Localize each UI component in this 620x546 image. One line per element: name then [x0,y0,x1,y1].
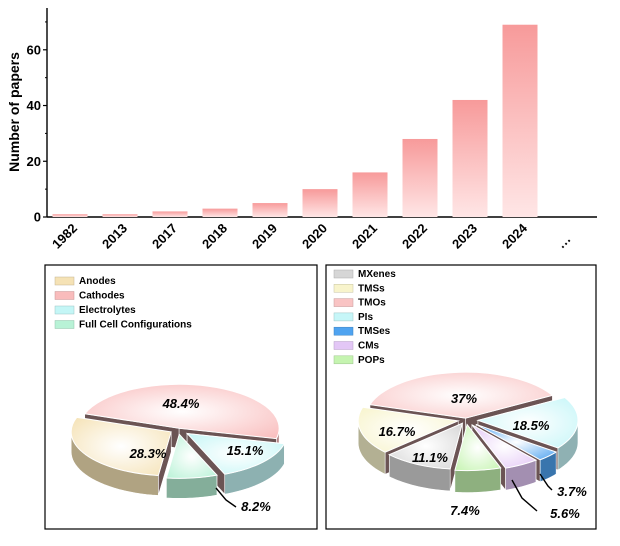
x-tick-label: 1982 [49,221,80,252]
leader-line [511,479,538,512]
pie-slice [70,416,172,477]
pie-slice [388,422,464,470]
legend-swatch [333,326,354,336]
pie-value-label: 48.4% [162,396,200,411]
legend-swatch [333,269,354,279]
legend-label: MXenes [358,269,396,280]
x-tick-label: 2022 [399,221,430,252]
pie-value-label: 7.4% [450,503,480,518]
x-tick-label: 2013 [99,221,130,252]
pie-value-label: 16.7% [379,424,416,439]
y-tick-label: 40 [27,98,41,113]
pie-slice [476,396,579,449]
pie-value-label: 3.7% [557,484,587,499]
leader-line [215,487,237,508]
legend-swatch [54,276,75,286]
x-tick-label: 2017 [149,221,180,252]
x-tick-ellipsis: ··· [556,234,576,254]
pie-slice [83,383,280,440]
pie-slice [454,423,502,472]
bar [502,24,538,217]
legend-2: MXenes TMSs TMOs PIs TMSes CMs POPs [333,269,396,366]
pie-value-label: 28.3% [129,446,167,461]
legend-label: Electrolytes [79,305,136,316]
pie-value-label: 8.2% [241,499,271,514]
pie-slice [369,371,554,419]
y-tick-label: 0 [34,210,41,225]
pie-slice-side [454,467,502,493]
pie-panel-2 [325,264,597,530]
legend-label: CMs [358,341,380,352]
legend-swatch [54,320,75,329]
x-tick-label: 2020 [299,221,330,252]
legend-label: POPs [358,355,385,366]
pie-value-label: 37% [451,391,477,406]
legend-label: TMSes [358,326,391,337]
bar [402,138,438,217]
pie-value-label: 11.1% [412,450,448,465]
pie-chart-2: 11.1% 16.7% 37% 18.5% 3.7% 5.6% 7.4% [357,371,587,521]
legend-swatch [333,341,354,350]
y-tick-label: 60 [27,42,41,57]
bar [252,203,288,217]
legend-label: Anodes [79,276,116,287]
x-ticks: 1982 2013 2017 2018 2019 2020 2021 2022 2023 2024 [49,220,531,252]
pie-value-label: 18.5% [513,418,550,433]
bar [102,214,138,217]
bar [52,214,88,217]
legend-label: TMSs [358,283,385,294]
pie-slice [185,432,286,475]
pie-slice [165,433,218,479]
x-tick-label: 2021 [349,221,380,252]
leader-line [539,473,553,491]
y-ticks: 0 20 40 60 [27,21,47,225]
pie-chart-1: 28.3% 48.4% 15.1% 8.2% [70,383,286,514]
legend-1: Anodes Cathodes Electrolytes Full Cell Conf… [54,276,192,331]
bar [452,99,488,217]
y-axis-label: Number of papers [6,52,22,172]
bar [302,189,338,217]
bar [202,208,238,217]
pie-value-label: 15.1% [227,443,264,458]
bars [52,24,538,217]
legend-swatch [54,291,75,300]
y-tick-label: 20 [27,154,41,169]
legend-label: PIs [358,312,373,323]
pie-slice [357,406,461,453]
x-tick-label: 2024 [499,220,531,252]
x-tick-label: 2023 [449,221,480,252]
bar-chart: Number of papers 0 20 40 60 1982 2013 2017 201… [6,8,597,253]
legend-swatch [54,305,75,315]
legend-swatch [333,355,354,365]
legend-swatch [333,312,354,322]
x-tick-label: 2019 [249,221,280,252]
legend-label: Cathodes [79,291,125,302]
bar [352,172,388,217]
legend-swatch [333,284,354,293]
pie-value-label: 5.6% [550,506,580,521]
legend-swatch [333,298,354,307]
pie-slice [471,424,538,469]
bar [152,211,188,217]
legend-label: TMOs [358,298,386,309]
legend-label: Full Cell Configurations [79,320,192,331]
x-tick-label: 2018 [199,221,230,252]
pie-panel-1 [44,264,318,530]
pie-slice [475,423,558,461]
